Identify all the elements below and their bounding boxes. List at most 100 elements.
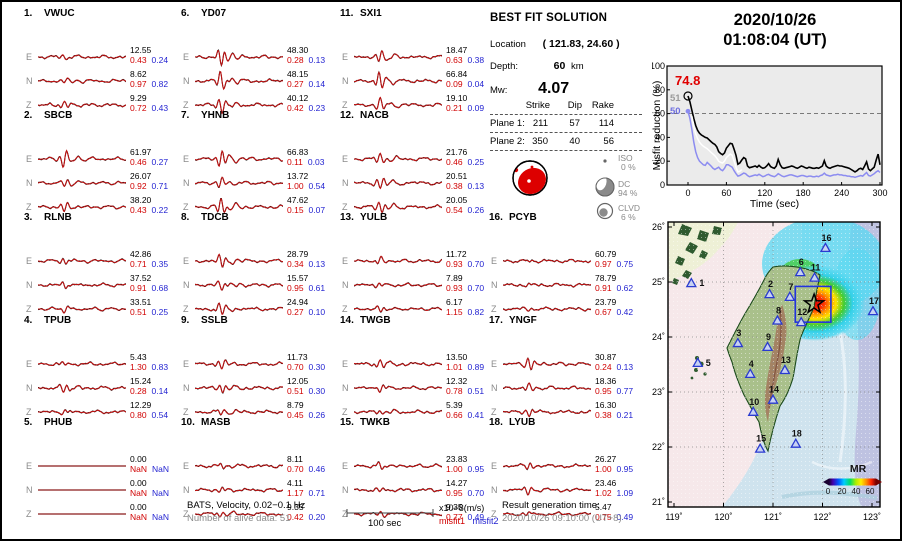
station-block-PCYB: 16. PCYB E 60.79 0.97 0.75 N 78.79 0.91 0.62 Z 23.7… bbox=[489, 212, 647, 317]
plane1-dip: 57 bbox=[569, 118, 580, 129]
component-label: E bbox=[26, 52, 33, 62]
component-label: Z bbox=[342, 100, 348, 110]
component-label: Z bbox=[342, 407, 348, 417]
station-block-NACB: 12. NACB E 21.76 0.46 0.25 N 20.51 0.38 0.13 Z 20.0… bbox=[340, 110, 498, 215]
svg-text:13: 13 bbox=[781, 355, 791, 365]
map-station-marker-5: 5 bbox=[692, 357, 711, 368]
svg-text:12: 12 bbox=[797, 307, 807, 317]
component-label: N bbox=[26, 280, 33, 290]
plane1-strike: 211 bbox=[532, 118, 548, 129]
mw-value: 4.07 bbox=[538, 80, 570, 97]
event-datetime: 2020/10/26 01:08:04 (UT) bbox=[662, 10, 888, 50]
svg-text:2: 2 bbox=[768, 279, 773, 289]
svg-text:8: 8 bbox=[776, 306, 781, 316]
trace-waveform bbox=[195, 462, 283, 470]
focal-mechanism-beachball bbox=[512, 160, 548, 196]
trace-waveform bbox=[195, 253, 283, 268]
map-station-marker-6: 6 bbox=[794, 257, 806, 277]
trace-waveform bbox=[503, 258, 591, 264]
component-label: N bbox=[183, 485, 190, 495]
generation-time-value: 2020/10/26 09:10:00 (UT+8) bbox=[502, 513, 622, 524]
amplitude-unit: x10−8(m/s) bbox=[439, 503, 485, 513]
trace-waveform bbox=[354, 70, 442, 89]
trace-waveform bbox=[38, 149, 126, 169]
channel-row-NACB-Z: Z 20.05 0.54 0.26 bbox=[340, 195, 498, 219]
trace-waveform bbox=[38, 383, 126, 394]
component-label: Z bbox=[342, 509, 348, 519]
channel-row-SBCB-Z: Z 38.20 0.43 0.22 bbox=[24, 195, 182, 219]
channel-row-TDCB-E: E 28.79 0.34 0.13 bbox=[181, 249, 339, 273]
svg-text:20: 20 bbox=[655, 156, 665, 166]
svg-text:4: 4 bbox=[749, 359, 754, 369]
component-label: N bbox=[26, 485, 33, 495]
trace-waveform bbox=[354, 201, 442, 214]
station-header: 8. TDCB bbox=[181, 212, 229, 223]
component-label: E bbox=[342, 52, 349, 62]
station-block-VWUC: 1. VWUC E 12.55 0.43 0.24 N 8.62 0.97 0.82 Z 9.29 0.… bbox=[24, 8, 182, 113]
plane2-dip: 40 bbox=[569, 136, 580, 147]
svg-text:100: 100 bbox=[652, 61, 665, 71]
misfit1-legend: misfit1 bbox=[439, 516, 466, 526]
count-label-blue: 50 bbox=[670, 106, 681, 117]
y-axis-label: Misfit reduction (%) bbox=[652, 81, 663, 171]
trace-waveform bbox=[503, 408, 591, 418]
svg-text:120: 120 bbox=[757, 188, 772, 198]
station-header: 18. LYUB bbox=[489, 417, 536, 428]
station-header: 14. TWGB bbox=[340, 315, 391, 326]
trace-waveform bbox=[503, 486, 591, 496]
component-label: Z bbox=[491, 407, 497, 417]
channel-row-RLNB-N: N 37.52 0.91 0.68 bbox=[24, 273, 182, 297]
station-header: 17. YNGF bbox=[489, 315, 537, 326]
svg-text:15: 15 bbox=[756, 434, 766, 444]
channel-row-TPUB-N: N 15.24 0.28 0.14 bbox=[24, 376, 182, 400]
svg-text:16: 16 bbox=[821, 233, 831, 243]
channel-row-YULB-E: E 11.72 0.93 0.70 bbox=[340, 249, 498, 273]
component-label: N bbox=[183, 280, 190, 290]
station-header: 13. YULB bbox=[340, 212, 388, 223]
svg-text:0: 0 bbox=[685, 188, 690, 198]
channel-row-SSLB-E: E 11.73 0.70 0.30 bbox=[181, 352, 339, 376]
trace-waveform bbox=[354, 49, 442, 63]
component-label: E bbox=[183, 52, 190, 62]
channel-row-VWUC-E: E 12.55 0.43 0.24 bbox=[24, 45, 182, 69]
map-station-marker-9: 9 bbox=[761, 332, 774, 352]
channel-row-TWKB-E: E 23.83 1.00 0.95 bbox=[340, 454, 498, 478]
trace-waveform bbox=[354, 177, 442, 190]
plane2-rake: 56 bbox=[603, 136, 614, 147]
trace-waveform bbox=[195, 408, 283, 416]
channel-row-YHNB-N: N 13.72 1.00 0.54 bbox=[181, 171, 339, 195]
channel-row-MASB-N: N 4.11 1.17 0.71 bbox=[181, 478, 339, 502]
generation-time-label: Result generation time: bbox=[502, 500, 600, 511]
channel-row-YHNB-E: E 66.83 0.11 0.03 bbox=[181, 147, 339, 171]
misfit-series-white bbox=[691, 115, 743, 173]
station-header: 6. YD07 bbox=[181, 8, 227, 19]
svg-text:9: 9 bbox=[766, 332, 771, 342]
component-label: Z bbox=[26, 304, 32, 314]
trace-waveform bbox=[195, 70, 283, 91]
station-header: 10. MASB bbox=[181, 417, 231, 428]
svg-text:0: 0 bbox=[826, 487, 831, 496]
component-label: N bbox=[491, 485, 498, 495]
channel-row-YNGF-E: E 30.87 0.24 0.13 bbox=[489, 352, 647, 376]
map-station-marker-3: 3 bbox=[732, 328, 744, 348]
svg-text:22˚: 22˚ bbox=[652, 442, 665, 452]
trace-waveform bbox=[503, 462, 591, 471]
component-label: N bbox=[491, 280, 498, 290]
channel-row-VWUC-Z: Z 9.29 0.72 0.43 bbox=[24, 93, 182, 117]
map-station-marker-11: 11 bbox=[808, 263, 820, 282]
trace-waveform bbox=[38, 465, 126, 467]
svg-text:24˚: 24˚ bbox=[652, 332, 665, 342]
plane1-label: Plane 1: bbox=[490, 118, 525, 129]
component-label: E bbox=[342, 154, 349, 164]
misfit2-legend: misfit2 bbox=[472, 516, 499, 526]
epicenter-star bbox=[802, 291, 826, 314]
map-station-marker-1: 1 bbox=[685, 277, 704, 288]
component-label: N bbox=[342, 178, 349, 188]
svg-text:20: 20 bbox=[838, 487, 847, 496]
trace-waveform bbox=[354, 408, 442, 415]
trace-waveform bbox=[195, 280, 283, 291]
channel-row-YNGF-N: N 18.36 0.95 0.77 bbox=[489, 376, 647, 400]
alive-data-count: Number of alive data: 51 bbox=[187, 513, 291, 524]
trace-waveform bbox=[195, 198, 283, 214]
